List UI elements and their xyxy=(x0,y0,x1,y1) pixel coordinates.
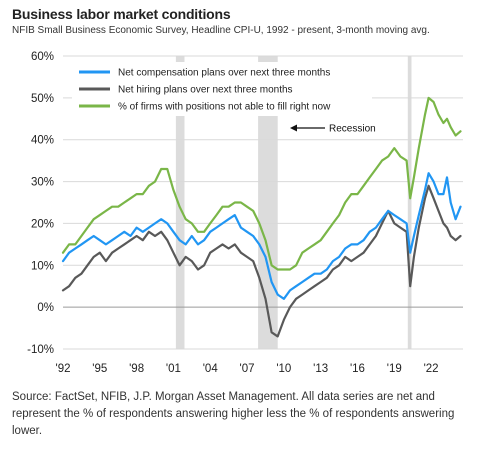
chart-title: Business labor market conditions xyxy=(12,6,231,22)
x-tick-label: '13 xyxy=(313,363,328,375)
x-tick-label: '01 xyxy=(166,363,181,375)
grid-lines xyxy=(63,55,463,350)
y-tick-label: 20% xyxy=(31,218,54,230)
y-tick-label: 10% xyxy=(31,260,54,272)
x-tick-label: '10 xyxy=(276,363,291,375)
recession-bands xyxy=(175,56,412,349)
y-tick-label: -10% xyxy=(27,344,54,356)
recession-band xyxy=(258,56,278,349)
y-tick-label: 50% xyxy=(31,93,54,105)
series-lines xyxy=(61,96,462,338)
x-tick-label: '98 xyxy=(129,363,144,375)
annotation-label: Recession xyxy=(329,124,376,135)
x-tick-label: '92 xyxy=(56,363,71,375)
x-tick-label: '22 xyxy=(424,363,439,375)
legend-label-hiring: Net hiring plans over next three months xyxy=(118,85,293,96)
recession-annotation: Recession xyxy=(290,124,376,135)
y-axis: -10% 0% 10% 20% 30% 40% 50% 60% xyxy=(27,51,54,356)
x-tick-label: '16 xyxy=(350,363,365,375)
annotation-arrowhead xyxy=(290,124,297,132)
legend: Net compensation plans over next three m… xyxy=(72,62,372,116)
y-tick-label: 60% xyxy=(31,51,54,63)
legend-label-unfilled: % of firms with positions not able to fi… xyxy=(118,102,331,113)
x-axis: '92 '95 '98 '01 '04 '07 '10 '13 '16 '19 '22 xyxy=(56,363,439,375)
series-line-hiring xyxy=(61,184,462,338)
x-tick-label: '04 xyxy=(203,363,219,375)
chart-subtitle: NFIB Small Business Economic Survey, Hea… xyxy=(12,25,430,36)
recession-band xyxy=(407,56,412,349)
y-tick-label: 40% xyxy=(31,135,54,147)
recession-band xyxy=(175,56,185,349)
series-line-unfilled xyxy=(61,96,462,271)
legend-box xyxy=(72,62,372,116)
x-tick-label: '95 xyxy=(92,363,107,375)
source-footnote: Source: FactSet, NFIB, J.P. Morgan Asset… xyxy=(12,391,455,437)
line-chart: -10% 0% 10% 20% 30% 40% 50% 60% '92 '95 '98 '01 '04… xyxy=(27,51,463,375)
series-line-compensation xyxy=(61,172,462,300)
x-tick-label: '07 xyxy=(240,363,255,375)
y-tick-label: 0% xyxy=(37,302,54,314)
legend-label-compensation: Net compensation plans over next three m… xyxy=(118,68,330,79)
y-tick-label: 30% xyxy=(31,177,54,189)
x-tick-label: '19 xyxy=(387,363,402,375)
